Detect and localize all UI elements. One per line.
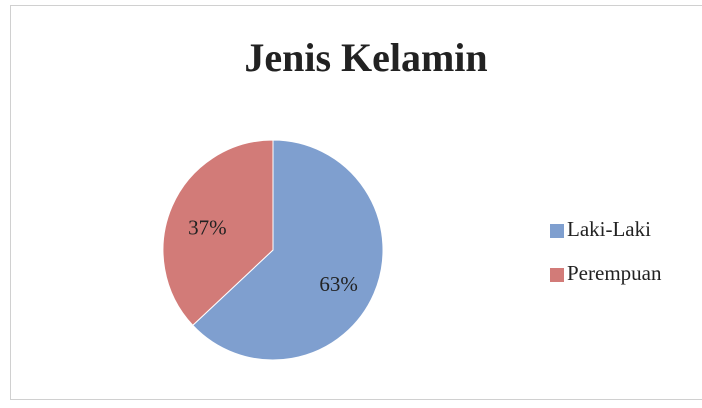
chart-title: Jenis Kelamin [244,35,487,80]
data-label: 37% [188,215,227,239]
pie-slice [162,139,274,327]
legend-label: Perempuan [567,261,662,285]
legend-swatch [550,224,564,238]
pie-slice [192,139,384,361]
data-label: 63% [319,272,358,296]
legend-label: Laki-Laki [567,217,651,241]
legend-swatch [550,268,564,282]
